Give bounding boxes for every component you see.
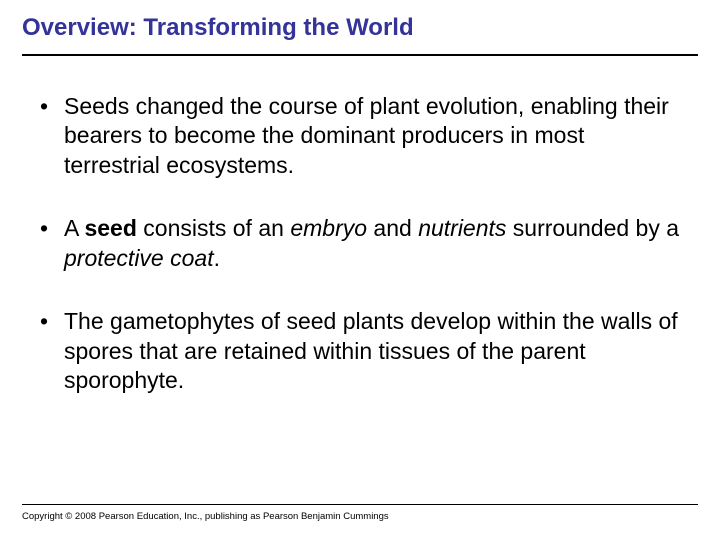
footer-divider <box>22 504 698 505</box>
bullet-item: • Seeds changed the course of plant evol… <box>40 92 680 180</box>
text-run-italic: protective coat <box>64 245 214 271</box>
footer: Copyright © 2008 Pearson Education, Inc.… <box>22 504 698 522</box>
bullet-text: Seeds changed the course of plant evolut… <box>64 92 680 180</box>
text-run: A <box>64 215 84 241</box>
text-run: and <box>367 215 418 241</box>
text-run-bold: seed <box>84 215 136 241</box>
text-run-italic: nutrients <box>418 215 506 241</box>
bullet-dot-icon: • <box>40 92 64 180</box>
title-divider <box>22 54 698 56</box>
slide: Overview: Transforming the World • Seeds… <box>0 0 720 540</box>
slide-title: Overview: Transforming the World <box>22 14 698 42</box>
text-run-italic: embryo <box>290 215 367 241</box>
bullet-item: • A seed consists of an embryo and nutri… <box>40 214 680 273</box>
bullet-text: A seed consists of an embryo and nutrien… <box>64 214 680 273</box>
bullet-list: • Seeds changed the course of plant evol… <box>22 92 698 396</box>
bullet-dot-icon: • <box>40 214 64 273</box>
bullet-text: The gametophytes of seed plants develop … <box>64 307 680 395</box>
bullet-item: • The gametophytes of seed plants develo… <box>40 307 680 395</box>
text-run: . <box>214 245 220 271</box>
text-run: surrounded by a <box>506 215 679 241</box>
copyright-text: Copyright © 2008 Pearson Education, Inc.… <box>22 511 698 522</box>
bullet-dot-icon: • <box>40 307 64 395</box>
text-run: consists of an <box>137 215 290 241</box>
